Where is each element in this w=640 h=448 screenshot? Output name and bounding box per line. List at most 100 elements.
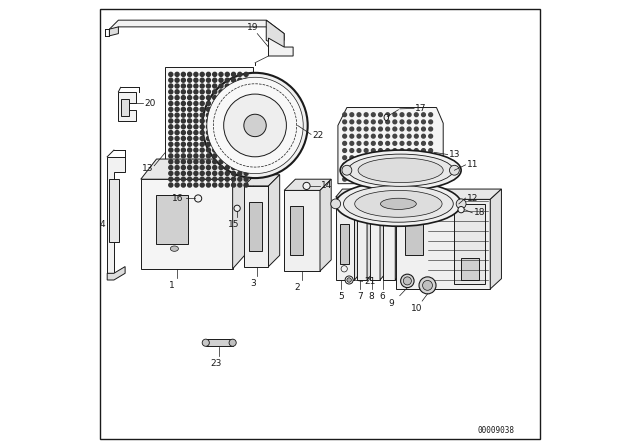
Circle shape — [244, 78, 248, 82]
Circle shape — [194, 125, 198, 129]
Circle shape — [350, 113, 354, 116]
Circle shape — [200, 72, 204, 76]
Text: 2: 2 — [295, 283, 300, 292]
Circle shape — [212, 78, 217, 82]
Circle shape — [422, 127, 426, 131]
Circle shape — [175, 107, 179, 111]
Circle shape — [244, 101, 248, 105]
Ellipse shape — [358, 158, 444, 183]
Circle shape — [219, 113, 223, 117]
Text: 16: 16 — [172, 194, 184, 203]
Circle shape — [232, 148, 236, 152]
Circle shape — [188, 160, 191, 164]
Circle shape — [212, 130, 217, 134]
Ellipse shape — [207, 77, 303, 174]
Circle shape — [200, 136, 204, 141]
Circle shape — [371, 113, 375, 116]
Circle shape — [212, 113, 217, 117]
Circle shape — [207, 72, 211, 76]
Circle shape — [350, 163, 354, 167]
Polygon shape — [233, 159, 251, 269]
Circle shape — [415, 177, 418, 181]
Circle shape — [407, 142, 411, 145]
Circle shape — [207, 113, 211, 117]
Ellipse shape — [340, 150, 461, 190]
Text: 3: 3 — [250, 279, 255, 288]
Circle shape — [225, 107, 229, 111]
Circle shape — [219, 78, 223, 82]
Circle shape — [212, 148, 217, 152]
Circle shape — [429, 113, 433, 116]
Circle shape — [188, 95, 191, 99]
Circle shape — [207, 130, 211, 134]
Circle shape — [200, 78, 204, 82]
Circle shape — [194, 113, 198, 117]
Circle shape — [364, 170, 368, 174]
Circle shape — [232, 119, 236, 123]
Polygon shape — [383, 189, 402, 197]
Circle shape — [194, 183, 198, 187]
Polygon shape — [357, 189, 374, 197]
Polygon shape — [284, 179, 332, 190]
Circle shape — [219, 95, 223, 99]
Circle shape — [244, 84, 248, 88]
Circle shape — [181, 113, 186, 117]
Circle shape — [393, 113, 397, 116]
Circle shape — [415, 113, 418, 116]
Circle shape — [219, 107, 223, 111]
Circle shape — [232, 78, 236, 82]
Circle shape — [244, 125, 248, 129]
Circle shape — [207, 90, 211, 94]
Circle shape — [212, 95, 217, 99]
Ellipse shape — [403, 277, 412, 285]
Circle shape — [232, 107, 236, 111]
Circle shape — [212, 107, 217, 111]
Circle shape — [225, 154, 229, 158]
Ellipse shape — [348, 154, 453, 186]
Circle shape — [238, 95, 242, 99]
Circle shape — [219, 171, 223, 176]
Circle shape — [169, 142, 173, 146]
Ellipse shape — [303, 182, 310, 190]
Circle shape — [415, 170, 418, 174]
Circle shape — [181, 72, 186, 76]
Circle shape — [350, 134, 354, 138]
Circle shape — [238, 183, 242, 187]
Circle shape — [429, 170, 433, 174]
Circle shape — [225, 84, 229, 88]
Circle shape — [200, 154, 204, 158]
Circle shape — [238, 171, 242, 176]
Circle shape — [364, 127, 368, 131]
Circle shape — [169, 90, 173, 94]
Circle shape — [175, 160, 179, 164]
Circle shape — [225, 130, 229, 134]
Circle shape — [200, 171, 204, 176]
Circle shape — [169, 166, 173, 170]
Ellipse shape — [234, 205, 240, 211]
Circle shape — [175, 130, 179, 134]
Circle shape — [194, 154, 198, 158]
Circle shape — [393, 134, 397, 138]
Circle shape — [350, 149, 354, 152]
Circle shape — [219, 136, 223, 141]
Ellipse shape — [202, 73, 308, 178]
Circle shape — [400, 177, 404, 181]
Text: 20: 20 — [145, 99, 156, 108]
Circle shape — [232, 101, 236, 105]
Circle shape — [181, 136, 186, 141]
Circle shape — [232, 177, 236, 181]
Circle shape — [212, 136, 217, 141]
Circle shape — [219, 166, 223, 170]
Circle shape — [225, 160, 229, 164]
Polygon shape — [380, 189, 387, 280]
Circle shape — [188, 101, 191, 105]
Circle shape — [232, 113, 236, 117]
Circle shape — [207, 177, 211, 181]
Circle shape — [225, 183, 229, 187]
Circle shape — [219, 84, 223, 88]
Text: 13: 13 — [449, 150, 461, 159]
Ellipse shape — [331, 199, 340, 209]
Polygon shape — [336, 197, 355, 280]
Circle shape — [238, 101, 242, 105]
Circle shape — [393, 127, 397, 131]
